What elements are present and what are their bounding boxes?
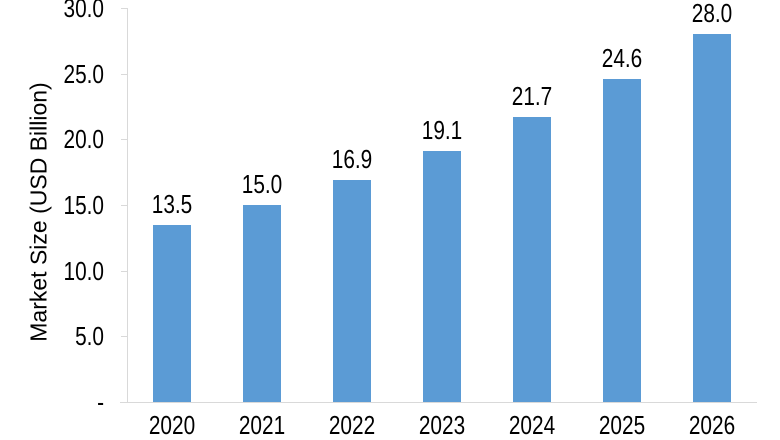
bar-value-label: 13.5 (151, 189, 193, 219)
y-tick-label: 25.0 (63, 59, 104, 89)
bar-value-label: 24.6 (601, 43, 643, 73)
y-tick-label: - (97, 387, 104, 417)
y-tick-mark (121, 74, 127, 75)
y-tick-label: 20.0 (63, 124, 104, 154)
x-axis-line (120, 402, 757, 403)
bar-value-label: 19.1 (421, 115, 463, 145)
y-tick-mark (121, 205, 127, 206)
bar-value-label: 15.0 (241, 169, 283, 199)
x-tick-label: 2020 (148, 410, 196, 440)
bar-value-label: 21.7 (511, 81, 553, 111)
x-tick-label: 2024 (508, 410, 556, 440)
bar-value-label: 28.0 (691, 0, 733, 28)
bar-2023 (423, 151, 461, 402)
x-tick-label: 2025 (598, 410, 646, 440)
bar-2020 (153, 225, 191, 402)
y-tick-label: 30.0 (63, 0, 104, 23)
y-tick-mark (121, 139, 127, 140)
x-tick-label: 2022 (328, 410, 376, 440)
y-tick-mark (121, 8, 127, 9)
y-tick-mark (121, 271, 127, 272)
bar-2021 (243, 205, 281, 402)
y-tick-label: 15.0 (63, 190, 104, 220)
bar-2022 (333, 180, 371, 402)
bar-2024 (513, 117, 551, 402)
x-tick-label: 2026 (688, 410, 736, 440)
bar-value-label: 16.9 (331, 144, 373, 174)
y-tick-mark (121, 336, 127, 337)
bar-2026 (693, 34, 731, 402)
bar-2025 (603, 79, 641, 402)
y-axis-line (127, 8, 128, 402)
x-tick-label: 2023 (418, 410, 466, 440)
y-tick-label: 10.0 (63, 256, 104, 286)
x-tick-label: 2021 (238, 410, 286, 440)
y-tick-label: 5.0 (75, 321, 104, 351)
